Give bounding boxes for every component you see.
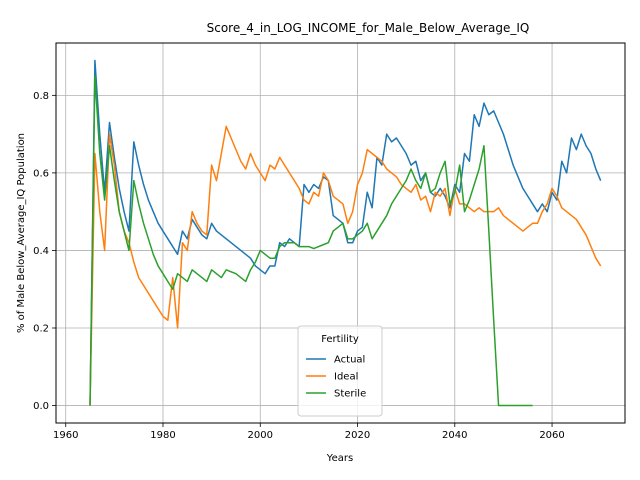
legend-items: Actual Ideal Sterile [306, 355, 366, 400]
y-axis-label: % of Male Below_Average_IQ Population [16, 133, 27, 333]
legend-label-sterile: Sterile [334, 389, 366, 400]
y-tick-label: 0.8 [33, 91, 49, 102]
y-tick-label: 0.2 [33, 324, 49, 335]
legend: Fertility Actual Ideal Sterile [297, 325, 383, 417]
chart-title: Score_4_in_LOG_INCOME_for_Male_Below_Ave… [207, 21, 530, 35]
x-tick-label: 2060 [539, 430, 564, 441]
y-tick-label: 0.0 [33, 401, 49, 412]
series-lines [89, 59, 602, 407]
series-line-ideal [89, 125, 602, 406]
x-tick-label: 1960 [53, 430, 78, 441]
axis-ticks: 1960 1980 2000 2020 2040 2060 0.0 0.2 0.4 0.6 0.8 [33, 91, 565, 441]
x-tick-label: 2020 [345, 430, 370, 441]
legend-title: Fertility [321, 334, 359, 345]
x-axis-label: Years [326, 453, 353, 464]
x-tick-label: 1980 [150, 430, 175, 441]
y-tick-label: 0.6 [33, 168, 49, 179]
series-line-sterile [89, 75, 533, 407]
x-tick-label: 2040 [442, 430, 467, 441]
legend-label-ideal: Ideal [334, 372, 358, 383]
y-tick-label: 0.4 [33, 246, 49, 257]
grid [56, 43, 625, 423]
x-tick-label: 2000 [248, 430, 273, 441]
plot-frame [55, 42, 626, 424]
legend-label-actual: Actual [334, 355, 365, 366]
